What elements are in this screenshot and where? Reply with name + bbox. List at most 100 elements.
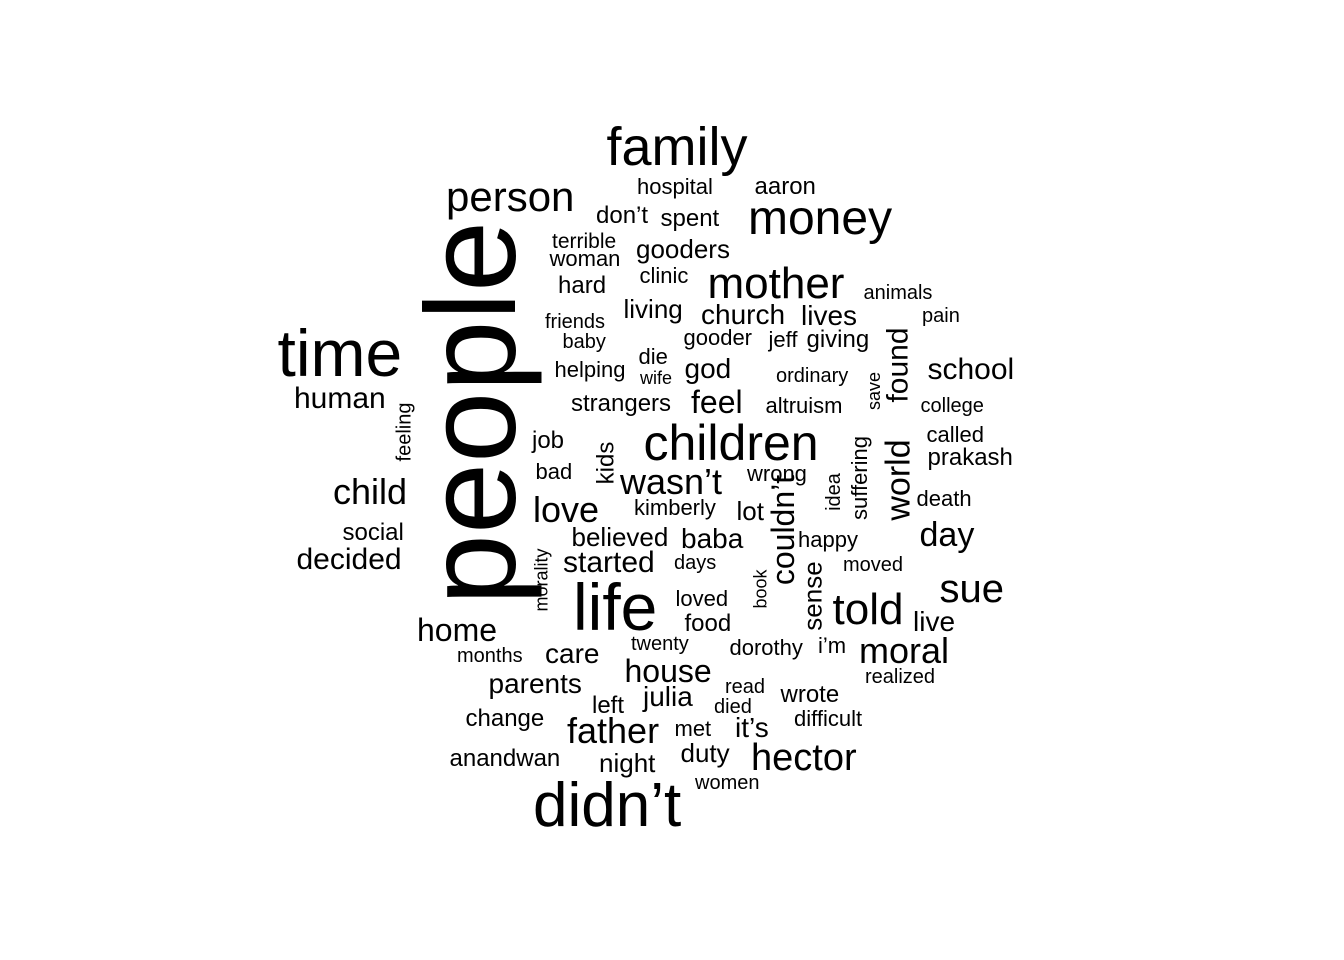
cloud-word: animals <box>863 282 933 304</box>
cloud-word: people <box>400 220 544 606</box>
cloud-word: children <box>643 415 819 471</box>
cloud-word: college <box>920 395 984 417</box>
cloud-word: ordinary <box>776 365 849 387</box>
cloud-word: anandwan <box>449 745 561 772</box>
cloud-word: terrible <box>552 229 617 253</box>
cloud-word: baby <box>562 331 606 353</box>
cloud-word: job <box>532 427 565 454</box>
cloud-word: loved <box>675 586 729 611</box>
cloud-word: wasn’t <box>620 461 723 502</box>
cloud-word: living <box>623 294 683 324</box>
cloud-word: strangers <box>571 390 672 417</box>
cloud-word: started <box>563 546 655 579</box>
cloud-word: told <box>832 585 904 634</box>
cloud-word: read <box>725 676 766 698</box>
cloud-word: die <box>638 344 668 369</box>
cloud-word: day <box>919 516 975 554</box>
cloud-word: women <box>695 772 760 794</box>
cloud-word: save <box>864 371 885 411</box>
cloud-word: happy <box>798 527 858 552</box>
cloud-word: friends <box>545 311 606 333</box>
cloud-word: care <box>545 638 600 669</box>
cloud-word: believed <box>571 522 669 552</box>
cloud-word: altruism <box>765 393 843 418</box>
cloud-word: jeff <box>768 327 798 352</box>
cloud-word: lives <box>801 300 858 331</box>
cloud-word: julia <box>643 681 693 712</box>
cloud-word: sue <box>939 567 1005 611</box>
cloud-word: bad <box>535 459 573 484</box>
cloud-word: mother <box>707 259 845 308</box>
cloud-word: met <box>674 716 712 741</box>
cloud-word: love <box>533 489 600 530</box>
cloud-word: wife <box>640 368 673 388</box>
cloud-word: father <box>567 710 660 751</box>
cloud-word: spent <box>660 205 720 232</box>
cloud-word: hard <box>558 272 607 299</box>
cloud-word: life <box>573 570 658 644</box>
cloud-word: feeling <box>392 402 415 462</box>
cloud-word: found <box>881 327 915 403</box>
cloud-word: moved <box>843 554 904 576</box>
cloud-word: decided <box>296 543 402 576</box>
cloud-word: kids <box>591 441 619 485</box>
cloud-word: hector <box>751 737 857 779</box>
cloud-word: food <box>684 610 732 637</box>
cloud-word: helping <box>554 357 626 382</box>
cloud-word: wrong <box>747 461 807 486</box>
cloud-word: twenty <box>631 633 689 655</box>
cloud-word: pain <box>922 305 960 327</box>
cloud-word: suffering <box>846 436 872 520</box>
cloud-word: giving <box>806 326 870 353</box>
cloud-word: home <box>417 612 498 648</box>
cloud-word: god <box>684 353 732 384</box>
cloud-word: world <box>879 439 918 521</box>
cloud-word: didn’t <box>533 771 682 840</box>
cloud-word: feel <box>691 384 743 420</box>
cloud-word: prakash <box>927 444 1013 471</box>
cloud-word: money <box>748 192 893 245</box>
cloud-word: human <box>294 382 386 415</box>
cloud-word: school <box>927 353 1015 386</box>
cloud-word: social <box>342 519 404 546</box>
cloud-word: clinic <box>639 263 689 288</box>
cloud-word: couldn’t <box>765 474 802 586</box>
cloud-word: don’t <box>596 202 649 229</box>
cloud-word: gooders <box>636 234 730 264</box>
cloud-word: sense <box>797 561 828 631</box>
cloud-word: parents <box>488 668 582 699</box>
cloud-word: death <box>916 486 972 511</box>
cloud-word: i’m <box>818 633 847 658</box>
cloud-word: aaron <box>754 173 816 200</box>
cloud-word: died <box>714 696 752 718</box>
cloud-word: family <box>606 117 748 177</box>
cloud-word: house <box>624 653 712 689</box>
cloud-word: it’s <box>735 712 769 743</box>
cloud-word: idea <box>822 473 845 511</box>
cloud-word: dorothy <box>729 635 803 660</box>
cloud-word: live <box>913 606 956 637</box>
cloud-word: wrote <box>780 681 840 708</box>
cloud-word: woman <box>549 246 621 271</box>
cloud-word: person <box>446 173 575 220</box>
cloud-word: child <box>333 471 408 512</box>
cloud-word: church <box>701 299 786 330</box>
cloud-word: months <box>457 645 523 667</box>
cloud-word: gooder <box>683 325 753 350</box>
cloud-word: realized <box>865 666 936 688</box>
cloud-word: duty <box>680 738 730 768</box>
cloud-word: called <box>926 422 984 447</box>
cloud-word: left <box>592 692 625 719</box>
cloud-word: time <box>277 316 403 390</box>
cloud-word: morality <box>531 548 552 612</box>
cloud-word: moral <box>859 630 950 671</box>
cloud-word: night <box>599 748 656 778</box>
cloud-word: hospital <box>637 174 713 199</box>
cloud-word: change <box>465 705 545 732</box>
cloud-word: lot <box>736 496 764 526</box>
cloud-word: kimberly <box>634 495 716 520</box>
cloud-word: baba <box>681 523 744 554</box>
cloud-word: difficult <box>794 706 863 731</box>
cloud-word: days <box>674 552 717 574</box>
